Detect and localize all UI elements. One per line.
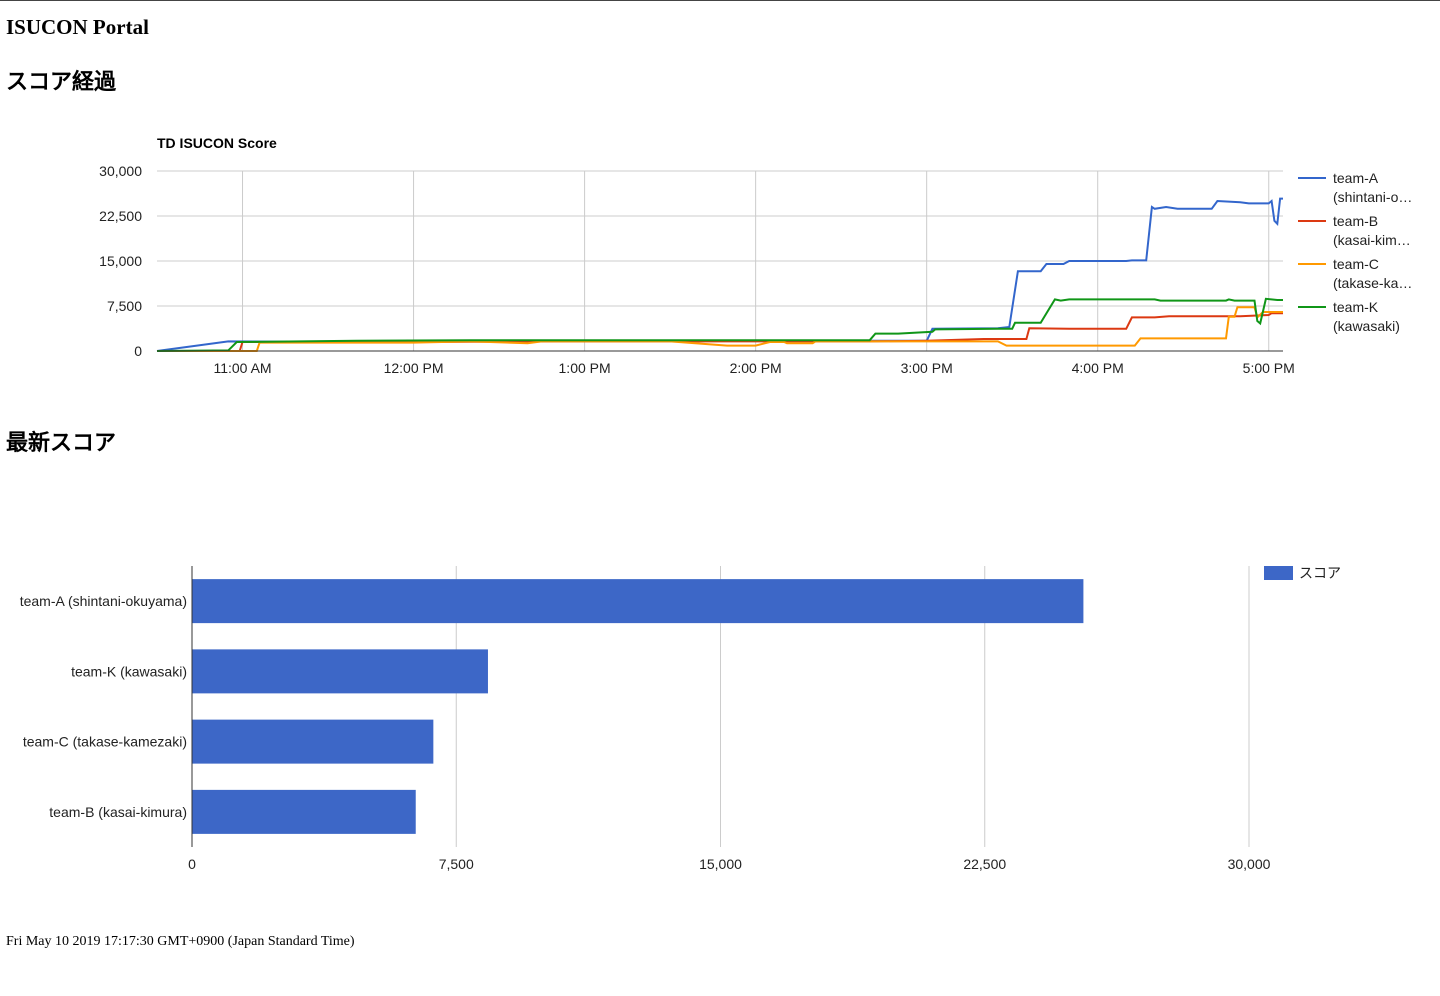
line-y-tick-label: 0 [134,343,142,359]
line-x-tick-label: 2:00 PM [730,360,782,376]
line-x-tick-label: 3:00 PM [901,360,953,376]
bar-team-C[interactable] [192,719,434,764]
line-x-tick-label: 11:00 AM [213,360,271,376]
bar-x-tick-label: 30,000 [1228,856,1271,872]
bar-category-label: team-C (takase-kamezaki) [23,734,187,750]
bar-chart-legend[interactable]: スコア [1264,565,1341,581]
bar-category-label: team-K (kawasaki) [71,663,187,679]
line-x-tick-label: 12:00 PM [384,360,444,376]
bar-category-label: team-B (kasai-kimura) [49,804,187,820]
bar-chart-value-axis: 0 7,500 15,000 22,500 30,000 [188,856,1271,872]
legend-label-sub: (kasai-kim… [1333,232,1411,248]
bar-chart-bars [192,579,1084,834]
legend-label: スコア [1299,565,1341,581]
legend-label: team-K [1333,299,1379,315]
legend-label-sub: (kawasaki) [1333,318,1400,334]
bar-x-tick-label: 15,000 [699,856,742,872]
legend-label: team-B [1333,213,1378,229]
line-x-tick-label: 5:00 PM [1243,360,1295,376]
line-y-tick-label: 22,500 [99,208,142,224]
line-y-tick-label: 7,500 [107,298,142,314]
legend-label-sub: (takase-ka… [1333,275,1412,291]
bar-team-A[interactable] [192,579,1084,624]
line-chart-y-axis: 0 7,500 15,000 22,500 30,000 [99,163,142,359]
line-chart-legend[interactable]: team-A(shintani-o…team-B(kasai-kim…team-… [1298,170,1412,334]
bar-chart-category-axis: team-A (shintani-okuyama) team-K (kawasak… [20,593,187,820]
latest-score-bar-chart: team-A (shintani-okuyama) team-K (kawasak… [20,565,1341,872]
line-chart-title: TD ISUCON Score [157,135,277,151]
bar-team-K[interactable] [192,649,488,694]
line-chart-x-axis: 11:00 AM 12:00 PM 1:00 PM 2:00 PM 3:00 PM 4:0… [213,360,1294,376]
page-title: ISUCON Portal [6,15,149,39]
bar-x-tick-label: 0 [188,856,196,872]
legend-label: team-C [1333,256,1379,272]
line-y-tick-label: 15,000 [99,253,142,269]
legend-item-team-K[interactable]: team-K (kawasaki) [1298,299,1400,334]
score-progress-heading: スコア経過 [6,69,117,95]
latest-score-heading: 最新スコア [6,430,117,456]
line-chart-series [156,197,1283,352]
score-progress-line-chart: TD ISUCON Score 0 7,500 15,000 22,500 30,000… [99,135,1412,376]
legend-label-sub: (shintani-o… [1333,189,1412,205]
legend-label: team-A [1333,170,1379,186]
bar-team-B[interactable] [192,789,416,834]
line-x-tick-label: 4:00 PM [1072,360,1124,376]
bar-x-tick-label: 22,500 [963,856,1006,872]
legend-swatch [1264,566,1293,580]
line-y-tick-label: 30,000 [99,163,142,179]
bar-category-label: team-A (shintani-okuyama) [20,593,187,609]
legend-item-team-B[interactable]: team-B (kasai-kim… [1298,213,1411,248]
bar-x-tick-label: 7,500 [439,856,474,872]
last-updated-timestamp: Fri May 10 2019 17:17:30 GMT+0900 (Japan… [6,934,355,949]
legend-item-team-A[interactable]: team-A (shintani-o… [1298,170,1412,205]
legend-item-team-C[interactable]: team-C (takase-ka… [1298,256,1412,291]
legend-item-score[interactable]: スコア [1264,565,1341,581]
line-series-team-C [157,306,1283,352]
line-x-tick-label: 1:00 PM [559,360,611,376]
line-chart-gridlines [157,170,1283,351]
line-series-team-K [156,297,1283,352]
